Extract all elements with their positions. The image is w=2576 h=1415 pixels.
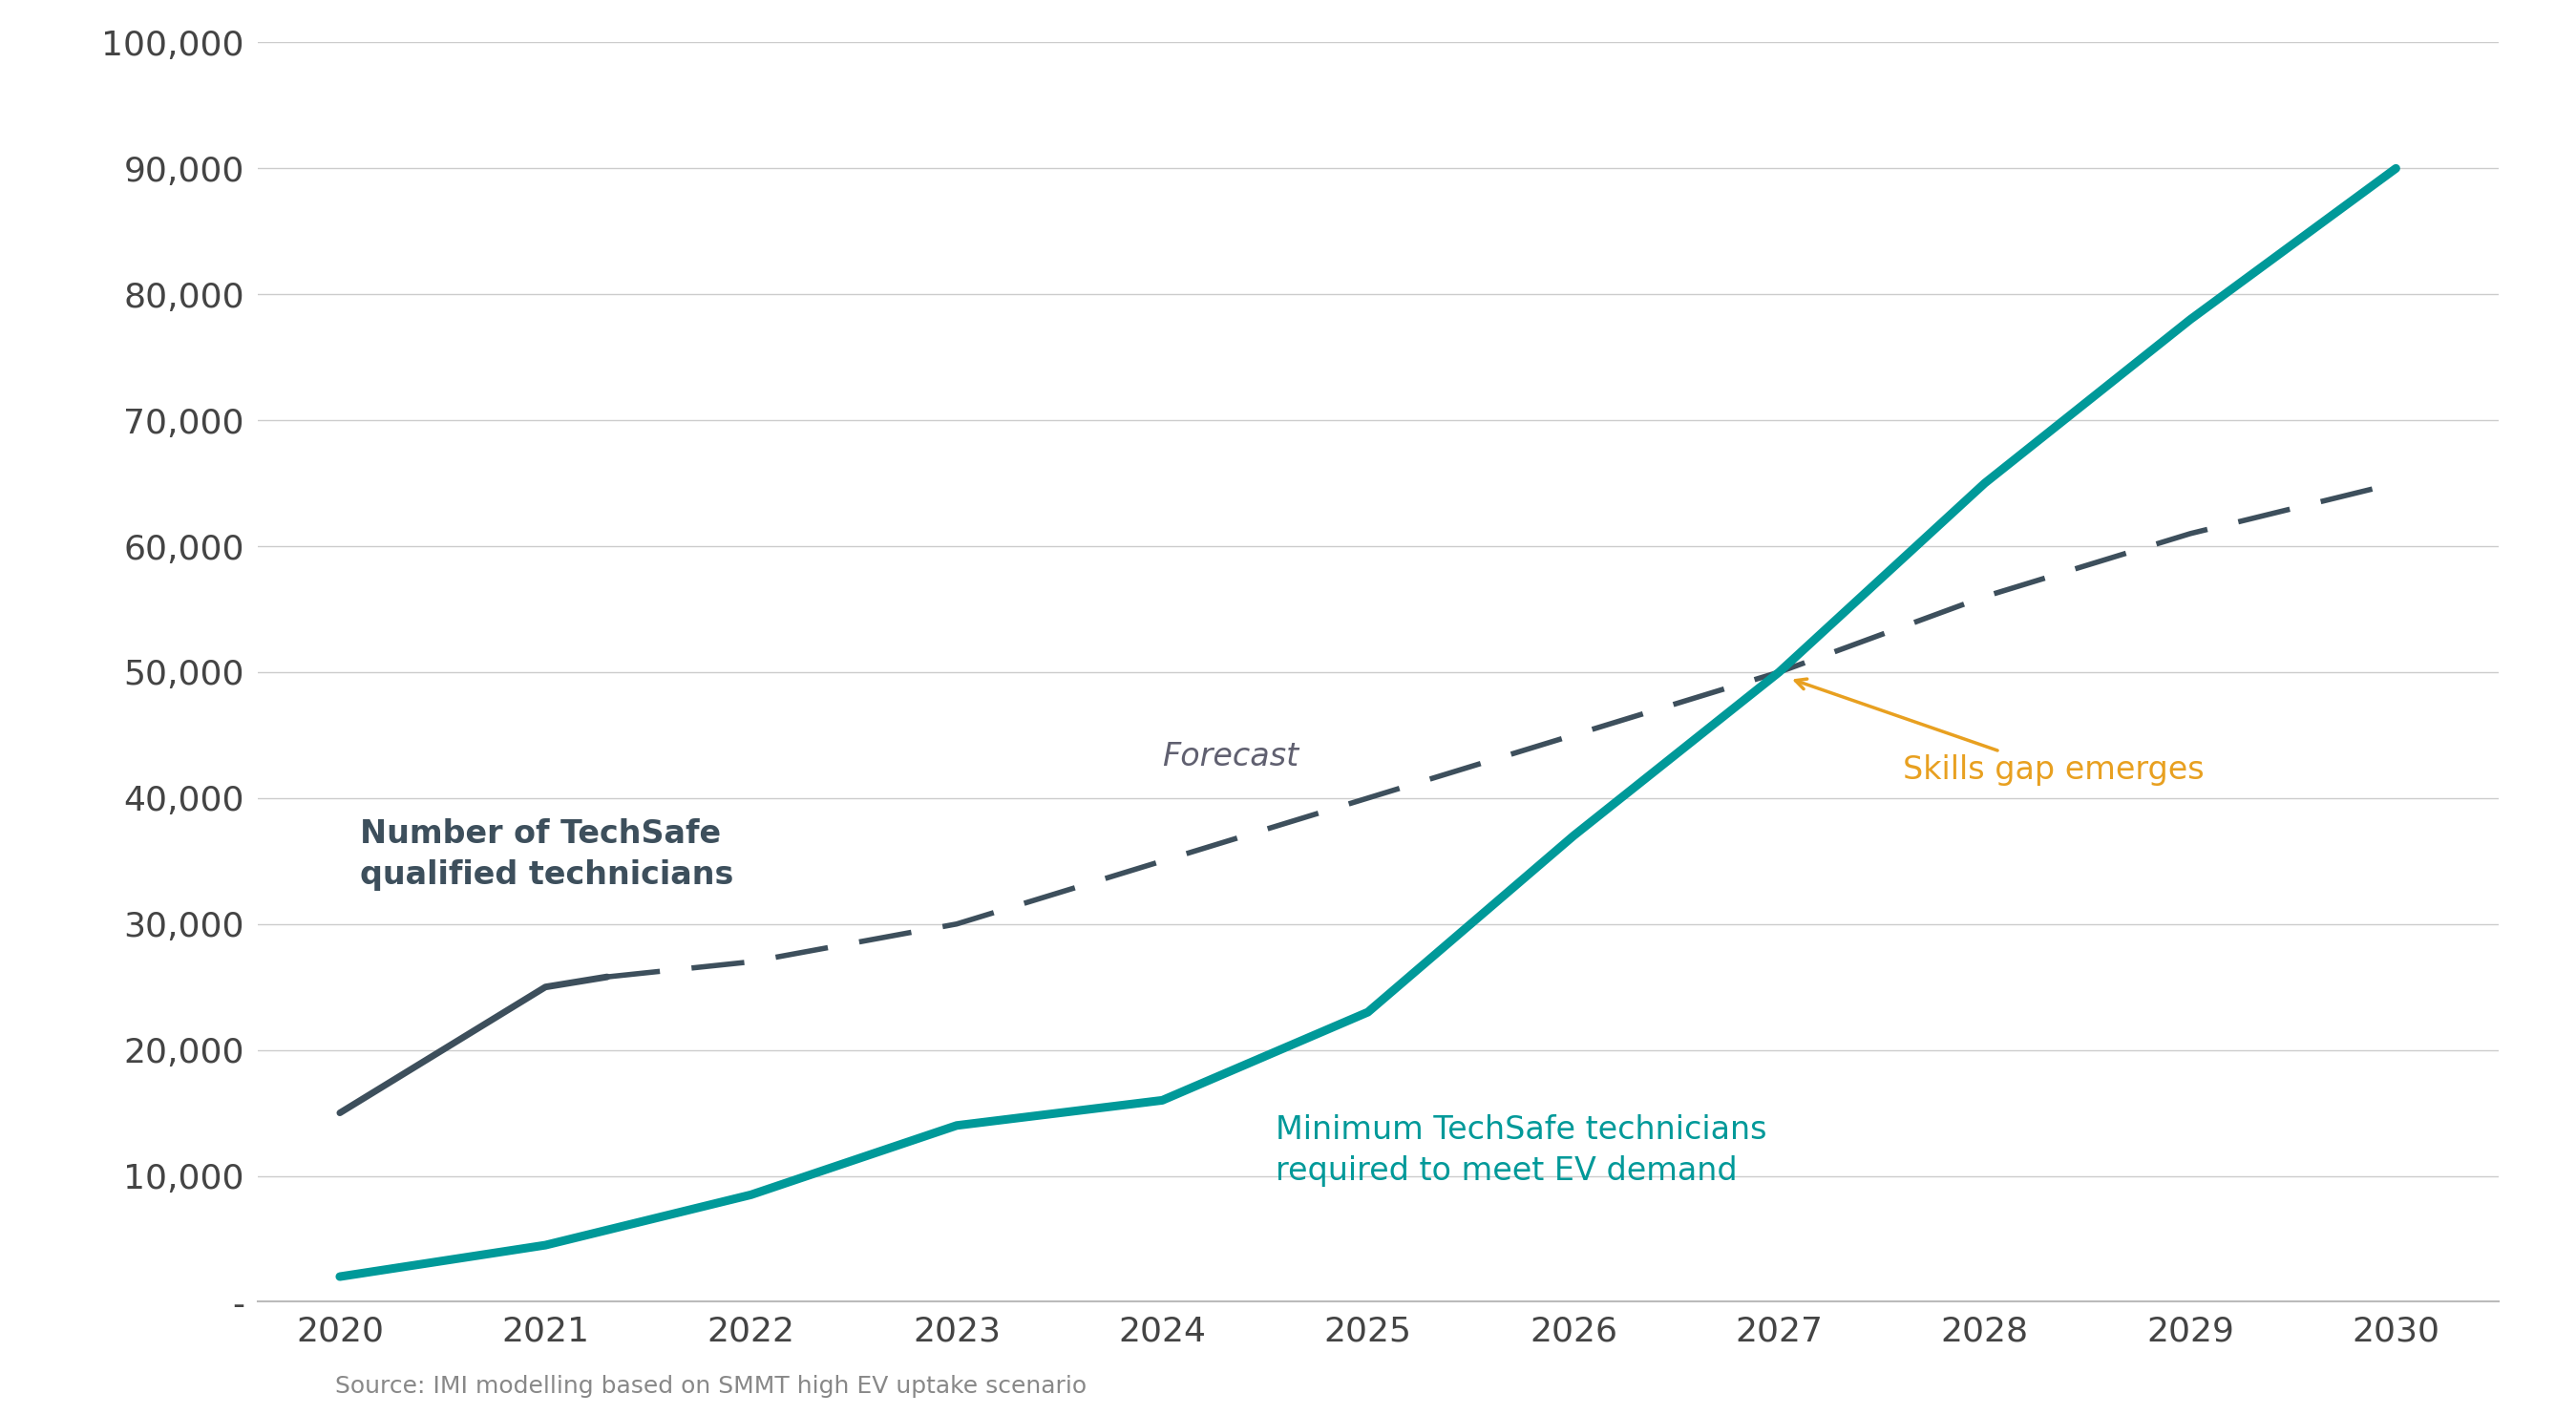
Text: Source: IMI modelling based on SMMT high EV uptake scenario: Source: IMI modelling based on SMMT high… <box>335 1375 1087 1398</box>
Text: Minimum TechSafe technicians
required to meet EV demand: Minimum TechSafe technicians required to… <box>1275 1114 1767 1187</box>
Text: Skills gap emerges: Skills gap emerges <box>1795 679 2205 785</box>
Text: Forecast: Forecast <box>1162 741 1298 773</box>
Text: Number of TechSafe
qualified technicians: Number of TechSafe qualified technicians <box>361 818 734 891</box>
